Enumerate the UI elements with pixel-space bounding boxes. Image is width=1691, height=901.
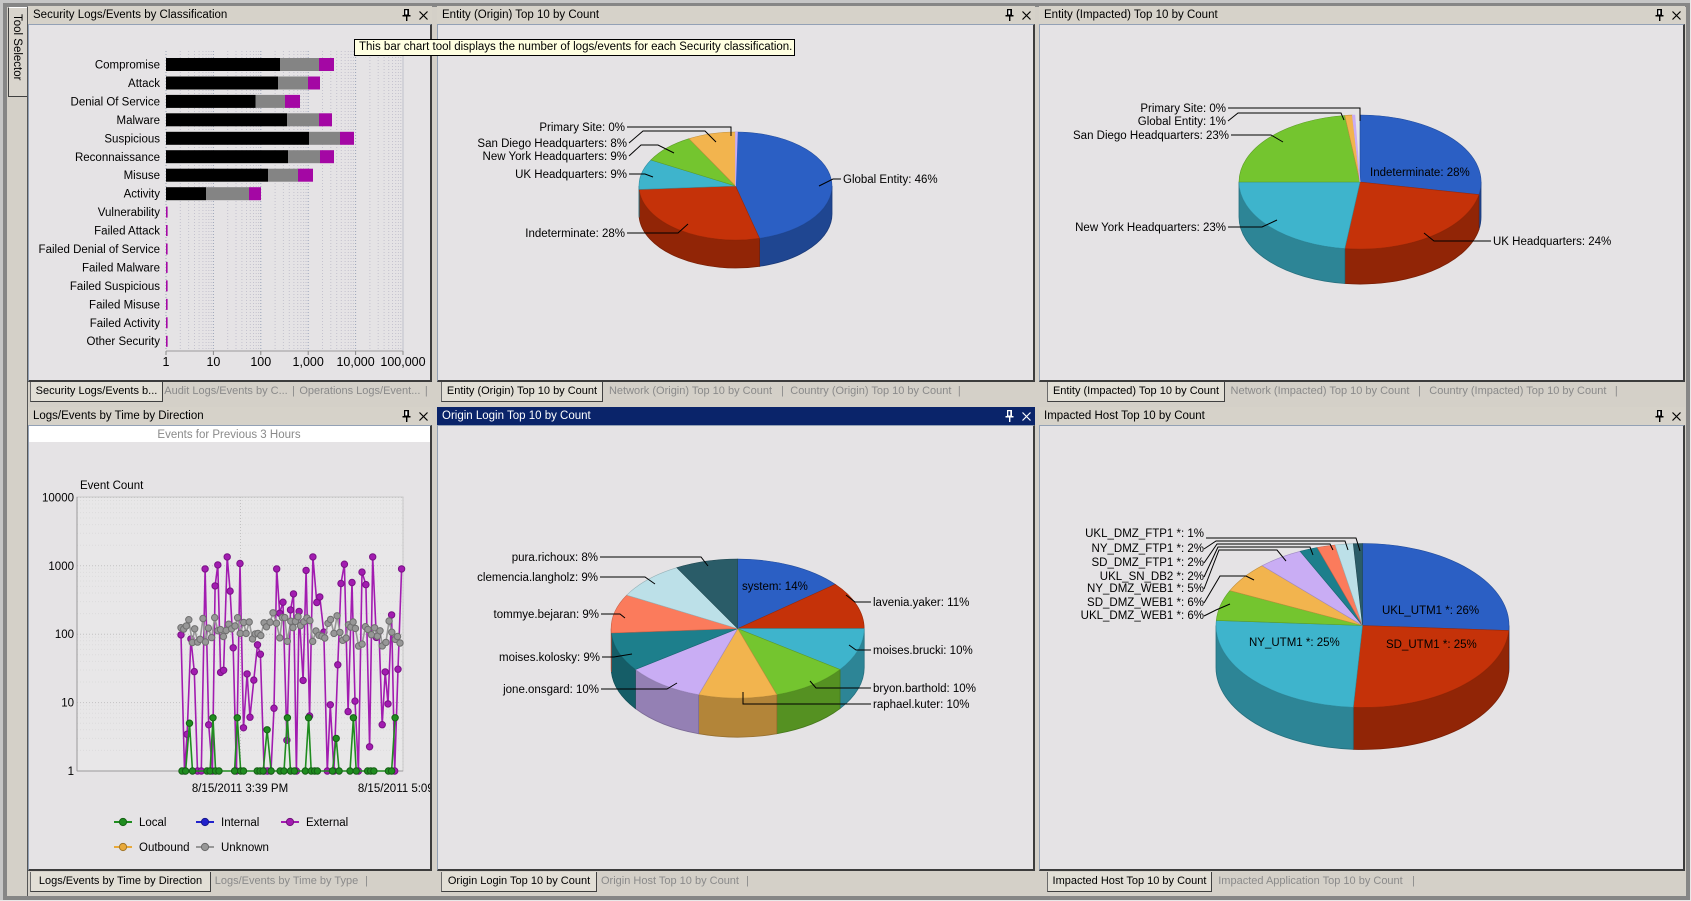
svg-text:Reconnaissance: Reconnaissance: [75, 152, 160, 164]
svg-text:Failed Attack: Failed Attack: [94, 226, 160, 238]
svg-text:10,000: 10,000: [336, 355, 374, 369]
svg-text:Attack: Attack: [128, 78, 160, 90]
svg-text:10: 10: [206, 355, 220, 369]
svg-text:8/15/2011 5:09 PM: 8/15/2011 5:09 PM: [358, 783, 430, 795]
svg-text:Primary Site: 0%: Primary Site: 0%: [1140, 103, 1226, 115]
svg-text:Internal: Internal: [221, 817, 259, 829]
svg-text:10: 10: [61, 698, 74, 710]
svg-text:UKL_UTM1 *: 26%: UKL_UTM1 *: 26%: [1382, 605, 1479, 617]
svg-text:Malware: Malware: [117, 115, 160, 127]
svg-text:tommye.bejaran: 9%: tommye.bejaran: 9%: [494, 609, 599, 621]
svg-text:Compromise: Compromise: [95, 60, 160, 72]
svg-text:SD_DMZ_WEB1 *: 6%: SD_DMZ_WEB1 *: 6%: [1087, 597, 1204, 609]
svg-text:Other Security: Other Security: [87, 336, 161, 348]
svg-text:Indeterminate: 28%: Indeterminate: 28%: [1370, 167, 1470, 179]
svg-text:Misuse: Misuse: [124, 170, 160, 182]
svg-text:moises.kolosky: 9%: moises.kolosky: 9%: [499, 652, 600, 664]
svg-text:External: External: [306, 817, 348, 829]
svg-text:Failed Denial of Service: Failed Denial of Service: [39, 244, 160, 256]
svg-text:1: 1: [163, 355, 170, 369]
svg-text:Event Count: Event Count: [80, 480, 144, 492]
svg-text:San Diego Headquarters: 8%: San Diego Headquarters: 8%: [477, 138, 627, 150]
svg-text:Failed Malware: Failed Malware: [82, 262, 160, 274]
svg-text:New York Headquarters: 23%: New York Headquarters: 23%: [1075, 222, 1226, 234]
svg-text:Local: Local: [139, 817, 167, 829]
svg-text:1000: 1000: [48, 561, 74, 573]
svg-text:Failed Misuse: Failed Misuse: [89, 299, 160, 311]
svg-text:UK Headquarters: 24%: UK Headquarters: 24%: [1493, 236, 1611, 248]
svg-text:Vulnerability: Vulnerability: [98, 207, 160, 219]
svg-text:8/15/2011 3:39 PM: 8/15/2011 3:39 PM: [192, 783, 288, 795]
svg-text:Global Entity: 1%: Global Entity: 1%: [1138, 116, 1226, 128]
svg-text:Primary Site: 0%: Primary Site: 0%: [539, 122, 625, 134]
svg-text:raphael.kuter: 10%: raphael.kuter: 10%: [873, 699, 970, 711]
svg-text:UKL_SN_DB2 *: 2%: UKL_SN_DB2 *: 2%: [1100, 571, 1204, 583]
svg-text:100,000: 100,000: [380, 355, 425, 369]
svg-text:Failed Suspicious: Failed Suspicious: [70, 281, 160, 293]
svg-text:system: 14%: system: 14%: [742, 581, 808, 593]
svg-text:moises.brucki: 10%: moises.brucki: 10%: [873, 645, 973, 657]
svg-text:pura.richoux: 8%: pura.richoux: 8%: [512, 552, 598, 564]
svg-text:NY_DMZ_FTP1 *: 2%: NY_DMZ_FTP1 *: 2%: [1092, 543, 1204, 555]
svg-text:NY_UTM1 *: 25%: NY_UTM1 *: 25%: [1249, 637, 1340, 649]
svg-text:New York Headquarters: 9%: New York Headquarters: 9%: [483, 151, 627, 163]
svg-text:UKL_DMZ_WEB1 *: 6%: UKL_DMZ_WEB1 *: 6%: [1081, 610, 1204, 622]
svg-text:lavenia.yaker: 11%: lavenia.yaker: 11%: [873, 597, 969, 609]
svg-text:San Diego Headquarters: 23%: San Diego Headquarters: 23%: [1073, 130, 1229, 142]
svg-text:1,000: 1,000: [293, 355, 324, 369]
svg-text:NY_DMZ_WEB1 *: 5%: NY_DMZ_WEB1 *: 5%: [1087, 583, 1204, 595]
svg-text:Unknown: Unknown: [221, 842, 269, 854]
svg-text:Denial Of Service: Denial Of Service: [71, 96, 160, 108]
svg-text:Indeterminate: 28%: Indeterminate: 28%: [525, 228, 625, 240]
svg-text:Global Entity: 46%: Global Entity: 46%: [843, 174, 938, 186]
svg-text:1: 1: [68, 766, 74, 778]
svg-text:SD_UTM1 *: 25%: SD_UTM1 *: 25%: [1386, 639, 1477, 651]
svg-text:UKL_DMZ_FTP1 *: 1%: UKL_DMZ_FTP1 *: 1%: [1085, 528, 1204, 540]
svg-text:Events for Previous 3 Hours: Events for Previous 3 Hours: [157, 429, 300, 441]
svg-text:clemencia.langholz: 9%: clemencia.langholz: 9%: [477, 572, 598, 584]
svg-text:jone.onsgard: 10%: jone.onsgard: 10%: [502, 684, 599, 696]
svg-text:Activity: Activity: [124, 189, 161, 201]
svg-text:10000: 10000: [42, 492, 74, 504]
svg-text:SD_DMZ_FTP1 *: 2%: SD_DMZ_FTP1 *: 2%: [1092, 557, 1204, 569]
svg-text:Outbound: Outbound: [139, 842, 190, 854]
svg-text:bryon.barthold: 10%: bryon.barthold: 10%: [873, 683, 976, 695]
svg-text:UK Headquarters: 9%: UK Headquarters: 9%: [515, 169, 627, 181]
svg-text:100: 100: [250, 355, 271, 369]
svg-text:Failed Activity: Failed Activity: [90, 318, 161, 330]
svg-text:Suspicious: Suspicious: [104, 133, 160, 145]
svg-text:100: 100: [55, 629, 74, 641]
